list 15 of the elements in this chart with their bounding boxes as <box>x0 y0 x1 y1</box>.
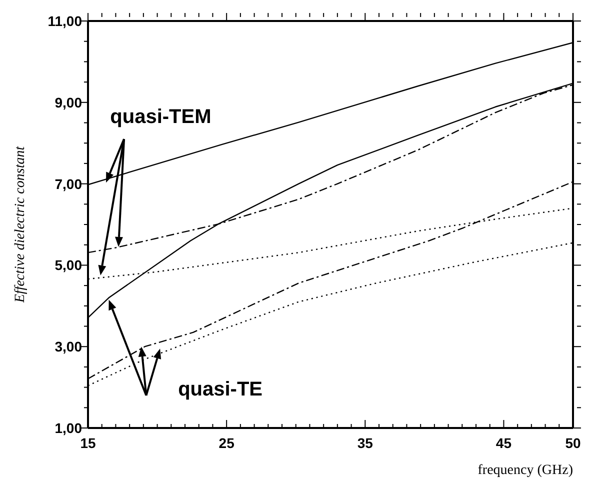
x-tick-label: 50 <box>565 435 581 451</box>
annotation: quasi-TEM <box>110 106 212 128</box>
y-tick-label: 1,00 <box>54 420 82 436</box>
x-tick-label: 35 <box>357 435 374 451</box>
x-tick-label: 15 <box>80 435 96 451</box>
annotation: quasi-TE <box>178 378 263 400</box>
y-tick-label: 11,00 <box>48 13 82 29</box>
y-tick-label: 5,00 <box>54 257 82 274</box>
x-axis-title: frequency (GHz) <box>478 463 574 478</box>
x-tick-label: 25 <box>218 435 235 451</box>
y-tick-label: 9,00 <box>54 94 82 110</box>
y-tick-label: 3,00 <box>54 338 82 355</box>
y-axis-title: Effective dielectric constant <box>13 145 28 304</box>
y-tick-label: 7,00 <box>54 176 82 192</box>
x-tick-label: 45 <box>496 435 512 451</box>
